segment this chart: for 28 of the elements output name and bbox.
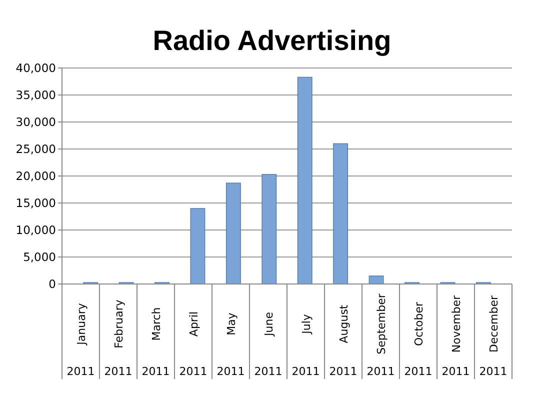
bar xyxy=(368,276,384,284)
y-tick-label: 25,000 xyxy=(16,142,56,156)
category-label: August 2011 xyxy=(329,304,358,378)
x-tick-label: September 2011 xyxy=(366,293,395,378)
bar xyxy=(226,182,241,284)
category-label: July 2011 xyxy=(292,314,320,378)
bar xyxy=(297,76,312,284)
category-label: April 2011 xyxy=(179,311,208,378)
chart-title: Radio Advertising xyxy=(152,25,392,56)
y-tick-label: 35,000 xyxy=(16,88,56,102)
category-label: January 2011 xyxy=(66,303,95,378)
category-label: October 2011 xyxy=(404,302,432,378)
category-label: February 2011 xyxy=(104,300,132,378)
y-tick-label: 40,000 xyxy=(16,61,56,76)
bar xyxy=(333,143,348,284)
category-label: June 2011 xyxy=(254,312,282,378)
bar xyxy=(190,208,206,284)
y-tick-label: 20,000 xyxy=(16,169,56,184)
y-tick-label: 15,000 xyxy=(16,196,56,210)
y-tick-label: 10,000 xyxy=(16,223,56,238)
y-tick-label: 0 xyxy=(48,277,56,292)
category-label: March 2011 xyxy=(142,307,170,378)
bar xyxy=(262,174,277,284)
x-tick-label: December 2011 xyxy=(479,295,508,378)
y-tick-label: 30,000 xyxy=(16,115,56,130)
y-tick-label: 5,000 xyxy=(23,250,56,264)
category-label: May 2011 xyxy=(216,312,245,378)
x-tick-label: November 2011 xyxy=(442,294,470,378)
